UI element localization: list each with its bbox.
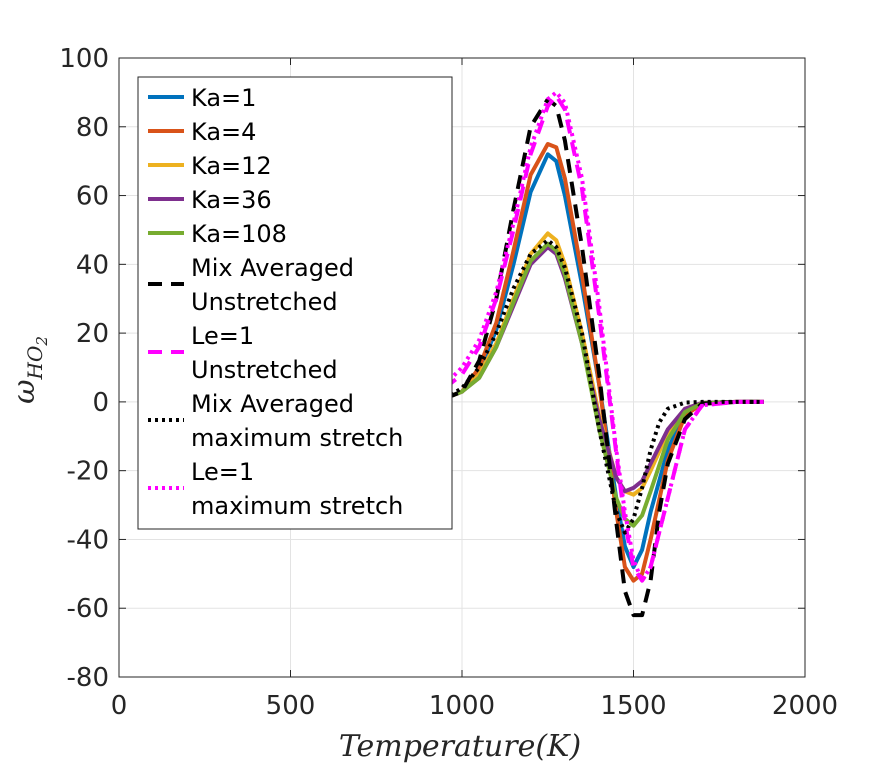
x-ticks: 0 500 1000 1500 2000 [111,58,838,721]
legend-label: Unstretched [191,288,338,316]
y-tick-label: -60 [67,594,109,624]
legend-label: Ka=4 [191,118,256,146]
x-tick-label: 1500 [600,691,666,721]
y-tick-label: 80 [76,113,109,143]
legend-box [137,76,453,530]
legend-label: Ka=108 [191,220,287,248]
y-tick-label: -20 [67,457,109,487]
legend-label: Unstretched [191,356,338,384]
legend-label: maximum stretch [191,492,403,520]
y-tick-label: 0 [92,388,109,418]
y-tick-label: 60 [76,182,109,212]
y-tick-label: 20 [76,319,109,349]
series-line [443,238,764,535]
x-tick-label: 1000 [429,691,495,721]
legend-label: Ka=12 [191,152,272,180]
x-tick-label: 0 [111,691,128,721]
y-tick-label: 40 [76,250,109,280]
y-axis-label-subscript-index: 2 [33,336,51,347]
y-tick-label: -40 [67,525,109,555]
legend-label: Mix Averaged [191,390,354,418]
legend-label: Ka=1 [191,84,256,112]
y-axis-label-accent: ˙ [0,385,26,400]
y-axis-label: ωHO2 ˙ [0,336,51,404]
legend-label: Ka=36 [191,186,272,214]
legend-label: Mix Averaged [191,254,354,282]
x-tick-label: 500 [266,691,316,721]
legend-label: Le=1 [191,458,254,486]
legend: Ka=1 Ka=4 Ka=12 Ka=36 Ka=108 Mix Averaged Unst… [137,76,453,530]
y-axis-label-base: ω [7,379,42,403]
x-axis-label: Temperature(K) [339,729,581,764]
y-tick-label: 100 [59,44,109,74]
series-line [426,90,764,583]
series-line [444,142,764,583]
y-ticks: -80 -60 -40 -20 0 20 40 60 80 100 [59,44,805,693]
legend-label: Le=1 [191,322,254,350]
legend-label: maximum stretch [191,424,403,452]
x-tick-label: 2000 [772,691,838,721]
y-axis-label-subscript: HO [23,346,47,381]
series-layer [426,90,764,618]
svg-text:ωHO2: ωHO2 [7,336,51,404]
y-tick-label: -80 [67,663,109,693]
